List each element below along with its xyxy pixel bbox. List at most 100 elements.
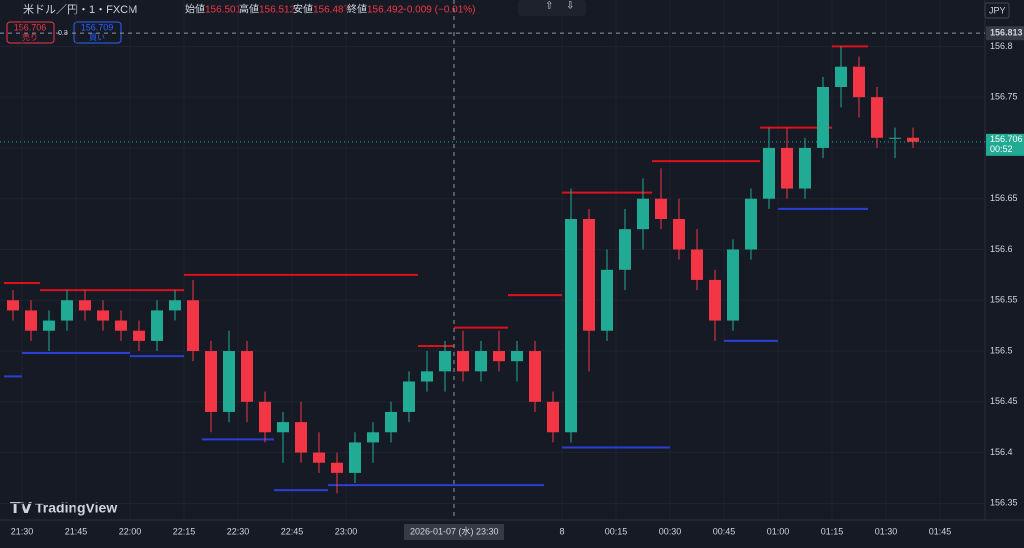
x-tick-label: 00:45 xyxy=(713,526,736,536)
arrow-up-icon[interactable]: ⇧ xyxy=(545,1,553,12)
candle-body xyxy=(763,147,775,199)
candle-body xyxy=(655,198,667,220)
crosshair-price-box xyxy=(986,26,1024,41)
candle-body xyxy=(187,300,199,352)
candle-body xyxy=(133,330,145,341)
x-tick-label: 01:15 xyxy=(821,526,844,536)
candle-body xyxy=(313,452,325,463)
countdown: 00:52 xyxy=(990,144,1013,154)
ohlc-label: 終値 xyxy=(347,3,367,16)
y-tick-label: 156.55 xyxy=(990,295,1018,305)
candle-body xyxy=(835,66,847,88)
candle-body xyxy=(421,371,433,382)
x-tick-label: 8 xyxy=(559,526,564,536)
candle-body xyxy=(259,401,271,433)
x-tick-label: 22:30 xyxy=(227,526,250,536)
candle-body xyxy=(781,147,793,189)
ohlc-label: 始値 xyxy=(185,3,205,16)
x-tick-label: 21:45 xyxy=(65,526,88,536)
symbol-title: 米ドル／円・1・FXCM xyxy=(23,3,137,16)
candle-body xyxy=(637,198,649,230)
candle-body xyxy=(367,432,379,443)
crosshair-price: 156.813 xyxy=(990,28,1023,38)
candle-body xyxy=(475,351,487,372)
currency-box[interactable] xyxy=(984,2,1010,19)
candle-body xyxy=(853,66,865,98)
candle-body xyxy=(277,422,289,433)
candle-body xyxy=(115,320,127,331)
y-tick-label: 156.4 xyxy=(990,447,1013,457)
ohlc-value: 156.501 xyxy=(205,5,242,16)
y-tick-label: 156.5 xyxy=(990,345,1013,355)
x-tick-label: 21:30 xyxy=(11,526,34,536)
ohlc-value: 156.492 xyxy=(367,5,404,16)
candle-body xyxy=(385,411,397,433)
candle-body xyxy=(709,279,721,321)
candle-body xyxy=(727,249,739,321)
last-price-box xyxy=(986,133,1024,156)
x-tick-label: 01:45 xyxy=(929,526,952,536)
candle-body xyxy=(439,351,451,372)
y-tick-label: 156.35 xyxy=(990,498,1018,508)
candle-body xyxy=(799,147,811,189)
x-tick-label: 00:15 xyxy=(605,526,628,536)
ohlc-value: 156.512 xyxy=(259,5,296,16)
candle-body xyxy=(61,300,73,321)
ohlc-label: 高値 xyxy=(239,3,259,16)
candle-body xyxy=(745,198,757,250)
candle-body xyxy=(871,97,883,138)
candle-body xyxy=(619,229,631,270)
spread: 0.3 xyxy=(58,30,68,37)
x-tick-label: 01:00 xyxy=(767,526,790,536)
candle-body xyxy=(205,351,217,412)
brand-logo: 𝗧𝗩 xyxy=(10,500,32,517)
arrow-down-icon[interactable]: ⇩ xyxy=(566,1,574,12)
ohlc-value: 156.487 xyxy=(313,5,350,16)
buy-price[interactable]: 156.709 xyxy=(81,22,114,32)
candle-body xyxy=(547,401,559,433)
candle-body xyxy=(565,219,577,433)
candle-body xyxy=(25,310,37,331)
x-tick-label: 23:00 xyxy=(335,526,358,536)
candle-body xyxy=(511,351,523,362)
candle-body xyxy=(817,87,829,148)
sell-label[interactable]: 売り xyxy=(22,32,38,42)
x-tick-label: 00:30 xyxy=(659,526,682,536)
candle-body xyxy=(169,300,181,311)
x-tick-label: 22:45 xyxy=(281,526,304,536)
currency[interactable]: JPY xyxy=(989,5,1006,15)
last-price: 156.706 xyxy=(990,134,1023,144)
buy-label[interactable]: 買い xyxy=(89,33,105,42)
candle-body xyxy=(403,381,415,412)
candle-body xyxy=(331,462,343,473)
candle-body xyxy=(601,269,613,331)
crosshair-time-box xyxy=(404,524,504,540)
nav-buttons[interactable] xyxy=(518,0,586,16)
candle-body xyxy=(79,300,91,311)
candle-body xyxy=(151,310,163,341)
candle-body xyxy=(457,351,469,372)
y-tick-label: 156.45 xyxy=(990,396,1018,406)
candle-body xyxy=(529,351,541,402)
candle-body xyxy=(223,351,235,412)
candle-body xyxy=(43,320,55,331)
y-tick-label: 156.8 xyxy=(990,41,1013,51)
x-tick-label: 22:15 xyxy=(173,526,196,536)
y-tick-label: 156.75 xyxy=(990,92,1018,102)
buy-button[interactable] xyxy=(73,21,122,44)
candle-body xyxy=(97,310,109,321)
x-tick-label: 01:30 xyxy=(875,526,898,536)
crosshair-time: 23:30 xyxy=(476,526,499,536)
y-tick-label: 156.6 xyxy=(990,244,1013,254)
x-tick-label: 22:00 xyxy=(119,526,142,536)
sell-price[interactable]: 156.706 xyxy=(14,22,47,32)
crosshair-date: 2026-01-07 (水) xyxy=(410,525,474,536)
candle-body xyxy=(295,422,307,453)
sell-button[interactable] xyxy=(6,21,55,44)
y-tick-label: 156.65 xyxy=(990,193,1018,203)
candle-body xyxy=(907,137,919,142)
ohlc-change: −0.009 (−0.01%) xyxy=(401,5,476,16)
